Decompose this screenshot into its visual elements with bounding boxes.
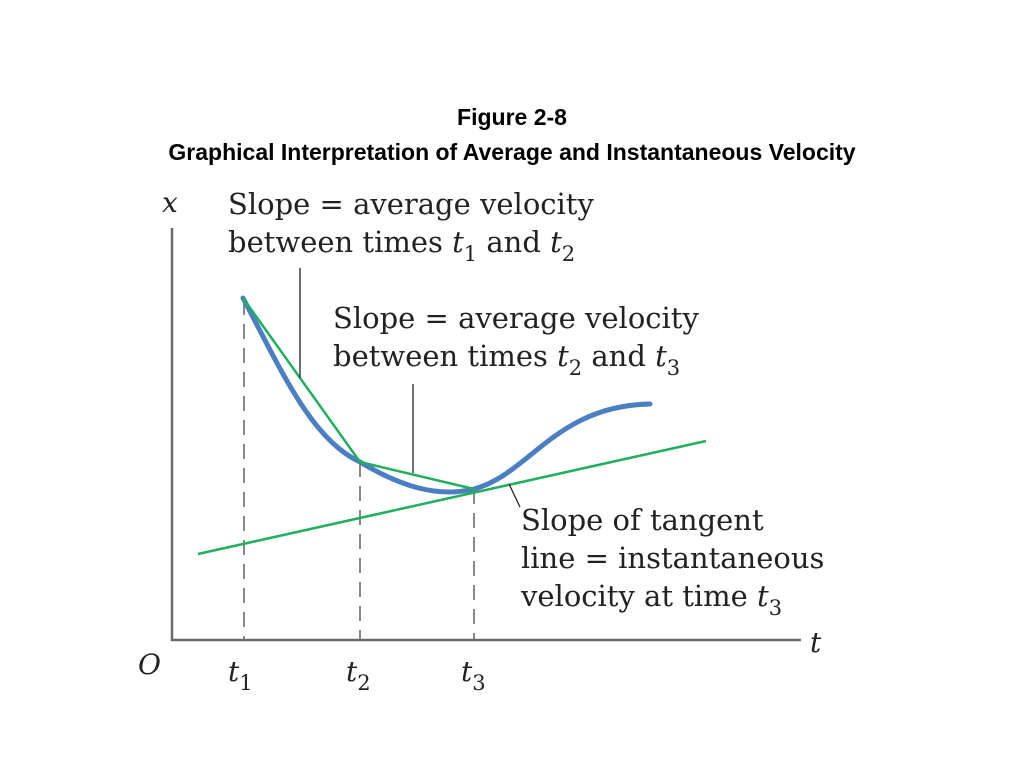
leader-line-tangent — [508, 483, 521, 508]
annotation-tangent-line-1: Slope of tangent — [521, 503, 764, 537]
figure-number: Figure 2-8 — [457, 104, 567, 130]
annotation-tangent-line-3: velocity at time t3 — [520, 579, 782, 620]
y-axis-label: x — [162, 186, 178, 219]
origin-label: O — [138, 648, 161, 681]
secant-line-t1-t2 — [241, 297, 362, 463]
figure-title: Graphical Interpretation of Average and … — [168, 139, 856, 165]
position-curve — [240, 295, 653, 495]
tangent-line-t3 — [197, 439, 707, 556]
annotation-tangent-line-2: line = instantaneous — [521, 541, 824, 575]
secant-line-t2-t3 — [359, 460, 475, 491]
x-axis-label: t — [810, 626, 822, 659]
annotation-chord-2-3-line-1: Slope = average velocity — [333, 301, 699, 335]
annotation-chord-1-2-line-2: between times t1 and t2 — [228, 225, 575, 266]
tick-label-t2: t2 — [346, 655, 371, 695]
tick-label-t3: t3 — [461, 655, 486, 695]
annotation-chord-1-2-line-1: Slope = average velocity — [228, 187, 594, 221]
annotation-chord-2-3-line-2: between times t2 and t3 — [333, 339, 680, 380]
tick-label-t1: t1 — [228, 655, 253, 695]
